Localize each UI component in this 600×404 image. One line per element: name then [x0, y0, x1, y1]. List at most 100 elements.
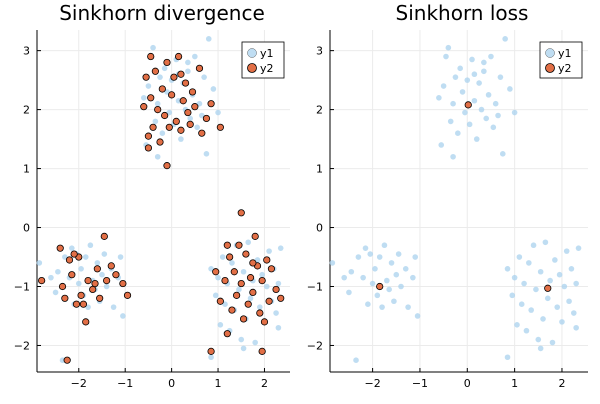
- data-point-y1: [245, 239, 252, 246]
- data-point-y2: [89, 285, 97, 294]
- data-point-y1: [374, 292, 381, 299]
- data-point-y1: [266, 248, 272, 254]
- data-point-y2: [237, 279, 245, 288]
- data-point-y2: [251, 232, 259, 240]
- data-point-y1: [391, 298, 397, 305]
- data-point-y1: [523, 327, 530, 334]
- data-point-y2: [188, 88, 197, 96]
- data-point-y2: [84, 277, 92, 285]
- data-point-y1: [360, 274, 366, 281]
- data-point-y1: [257, 304, 263, 310]
- data-point-y1: [502, 36, 508, 42]
- data-point-y2: [258, 347, 266, 355]
- data-point-y2: [249, 288, 257, 296]
- data-point-y1: [159, 130, 166, 136]
- data-point-y1: [194, 124, 200, 131]
- data-point-y1: [575, 245, 582, 251]
- data-point-y2: [82, 318, 90, 326]
- data-point-y2: [207, 100, 215, 108]
- data-point-y1: [386, 286, 392, 293]
- data-point-y2: [163, 162, 171, 170]
- data-point-y1: [414, 313, 421, 319]
- data-point-y2: [168, 91, 176, 99]
- x-tick-label: 2: [261, 377, 268, 390]
- data-point-y1: [69, 245, 75, 251]
- data-point-y1: [511, 274, 518, 281]
- data-point-y1: [161, 65, 168, 72]
- data-point-y2: [177, 70, 185, 78]
- data-point-y2: [100, 232, 108, 240]
- x-tick-label: 1: [215, 377, 222, 390]
- data-point-y2: [239, 315, 248, 323]
- data-point-y1: [201, 74, 207, 80]
- data-point-y1: [103, 283, 110, 290]
- data-point-y1: [388, 260, 395, 266]
- data-point-y1: [208, 354, 214, 361]
- data-point-y1: [78, 266, 84, 272]
- chart-title: Sinkhorn loss: [396, 1, 529, 25]
- data-point-y2: [244, 300, 252, 308]
- data-point-y2: [156, 138, 164, 146]
- data-point-y1: [447, 118, 454, 125]
- data-point-y2: [123, 291, 132, 299]
- data-point-y1: [495, 112, 501, 119]
- data-point-y1: [398, 283, 404, 290]
- data-point-y2: [256, 309, 264, 317]
- data-point-y1: [436, 95, 442, 101]
- data-point-y2: [142, 73, 150, 81]
- data-point-y1: [210, 86, 217, 92]
- data-point-y1: [450, 100, 456, 107]
- data-point-y1: [554, 304, 561, 310]
- data-point-y1: [445, 44, 452, 51]
- data-point-y1: [75, 280, 82, 287]
- data-point-y1: [481, 68, 487, 75]
- data-point-y1: [341, 274, 348, 281]
- data-point-y1: [497, 74, 504, 80]
- data-point-y2: [163, 58, 171, 67]
- data-point-y1: [217, 322, 224, 328]
- data-point-y1: [384, 277, 390, 284]
- data-point-y2: [263, 256, 271, 264]
- data-point-y1: [402, 266, 409, 272]
- data-point-y1: [466, 121, 473, 128]
- y-tick-label: −2: [14, 339, 30, 352]
- legend-marker-y2: [545, 63, 555, 73]
- data-point-y1: [528, 307, 534, 313]
- data-point-y2: [38, 277, 46, 285]
- y-tick-label: −1: [14, 281, 30, 294]
- data-point-y1: [212, 292, 219, 299]
- data-point-y2: [161, 111, 169, 120]
- data-point-y1: [492, 100, 499, 107]
- data-point-y1: [549, 339, 556, 346]
- data-point-y2: [207, 347, 215, 355]
- data-point-y1: [157, 74, 163, 80]
- data-point-y2: [223, 330, 231, 338]
- data-point-y2: [58, 282, 67, 291]
- data-point-y2: [181, 79, 190, 87]
- data-point-y2: [172, 117, 180, 125]
- data-point-y2: [61, 294, 69, 302]
- data-point-y2: [154, 106, 162, 114]
- data-point-y2: [237, 209, 245, 217]
- data-point-y1: [36, 260, 43, 266]
- data-point-y1: [443, 53, 449, 60]
- data-point-y1: [117, 254, 124, 260]
- data-point-y1: [504, 266, 511, 272]
- data-point-y1: [240, 345, 247, 352]
- data-point-y1: [507, 86, 513, 92]
- data-point-y2: [186, 120, 194, 128]
- data-point-y2: [144, 144, 153, 152]
- data-point-y2: [91, 279, 99, 288]
- y-tick-label: 1: [316, 163, 323, 176]
- data-point-y1: [192, 53, 198, 60]
- x-tick-label: −1: [412, 377, 428, 390]
- data-point-y1: [537, 345, 544, 352]
- data-point-y2: [147, 94, 155, 102]
- data-point-y2: [233, 291, 241, 299]
- data-point-y1: [145, 83, 152, 89]
- data-point-y1: [499, 151, 506, 157]
- legend-label-y1: y1: [260, 47, 274, 60]
- legend-box: [539, 41, 583, 79]
- data-point-y1: [450, 153, 456, 160]
- data-point-y1: [535, 336, 542, 343]
